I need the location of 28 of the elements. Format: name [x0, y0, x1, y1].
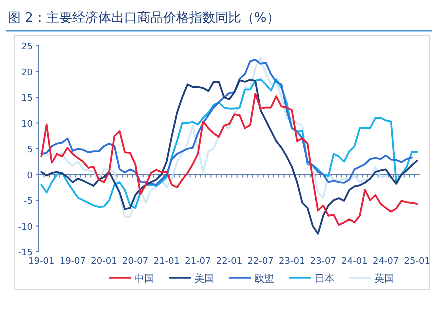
legend-label: 中国	[134, 273, 154, 285]
x-tick-label: 25-01	[404, 257, 430, 267]
y-tick-label: 10	[22, 120, 34, 130]
y-tick-label: 0	[27, 171, 34, 182]
x-tick-label: 24-07	[372, 257, 400, 267]
chart-title: 图 2：主要经济体出口商品价格指数同比（%）	[8, 10, 280, 26]
y-tick-label: 15	[22, 94, 33, 104]
y-tick-label: 5	[27, 146, 33, 156]
x-tick-label: 23-07	[310, 257, 337, 267]
x-tick-label: 22-01	[216, 257, 243, 267]
y-tick-label: -10	[18, 222, 34, 233]
x-tick-label: 24-01	[342, 257, 368, 267]
x-tick-label: 19-07	[60, 257, 86, 267]
x-tick-label: 20-01	[91, 257, 118, 267]
y-tick-label: -15	[18, 248, 33, 258]
legend-label: 日本	[314, 273, 334, 285]
y-tick-label: 25	[22, 42, 33, 52]
x-tick-label: 21-01	[154, 257, 180, 267]
x-tick-label: 19-01	[28, 257, 55, 267]
legend-label: 英国	[374, 273, 394, 285]
legend-label: 美国	[194, 273, 214, 285]
y-tick-label: 20	[22, 68, 34, 78]
legend-label: 欧盟	[254, 273, 274, 285]
y-tick-label: -5	[24, 197, 33, 207]
x-tick-label: 21-07	[185, 257, 212, 267]
x-tick-label: 20-07	[122, 257, 149, 267]
x-tick-label: 22-07	[248, 257, 274, 267]
x-tick-label: 23-01	[279, 257, 306, 267]
